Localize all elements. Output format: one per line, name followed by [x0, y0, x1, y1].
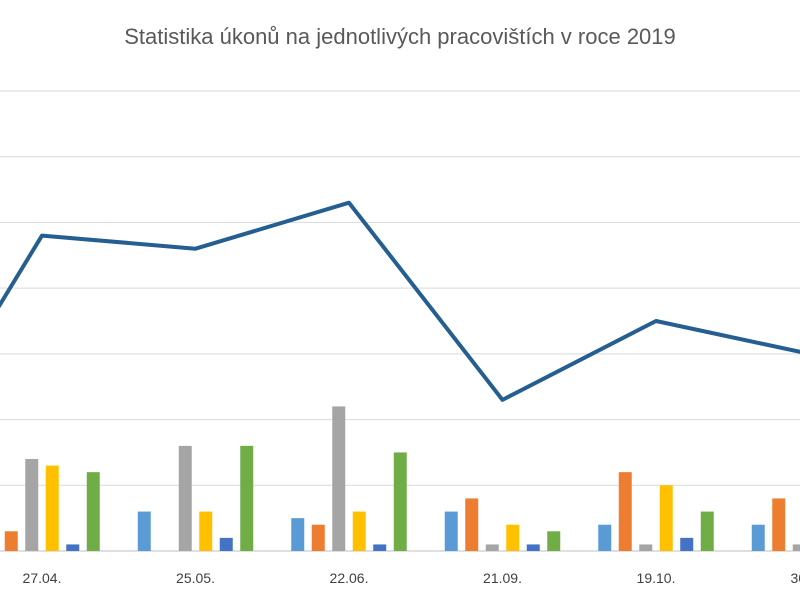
bar [465, 498, 479, 551]
bar [199, 511, 213, 551]
bar [240, 445, 254, 551]
bar [772, 498, 786, 551]
bar [219, 537, 233, 551]
bar [547, 531, 561, 551]
chart-title: Statistika úkonů na jednotlivých pracovi… [124, 24, 676, 49]
bar [598, 524, 612, 551]
bar [332, 406, 346, 551]
x-tick-label: 25.05. [176, 570, 215, 586]
bar [291, 518, 305, 551]
bar [751, 524, 765, 551]
x-tick-label: 21.09. [483, 570, 522, 586]
bar [86, 472, 100, 551]
bar [792, 544, 800, 551]
bar [66, 544, 80, 551]
bar [373, 544, 387, 551]
bar [485, 544, 499, 551]
gridlines [0, 90, 800, 552]
bar [25, 459, 39, 551]
x-axis-ticks: 27.04. 25.05. 22.06. 21.09. 19.10. 30.11. [23, 570, 800, 586]
bar [45, 465, 59, 551]
bar [526, 544, 540, 551]
bar [639, 544, 653, 551]
bar [659, 485, 673, 551]
bar [393, 452, 407, 551]
bar [4, 531, 18, 551]
bar [352, 511, 366, 551]
x-tick-label: 19.10. [637, 570, 676, 586]
line-series [0, 200, 800, 402]
bar [680, 537, 694, 551]
x-tick-label: 27.04. [23, 570, 62, 586]
bar [444, 511, 458, 551]
x-tick-label: 22.06. [330, 570, 369, 586]
x-tick-label: 30.11. [791, 570, 800, 586]
bar [506, 524, 520, 551]
bar [700, 511, 714, 551]
bar [618, 472, 632, 551]
line-series-path [0, 200, 800, 402]
bar [311, 524, 325, 551]
bar-series [4, 406, 800, 551]
bar [178, 445, 192, 551]
bar [137, 511, 151, 551]
